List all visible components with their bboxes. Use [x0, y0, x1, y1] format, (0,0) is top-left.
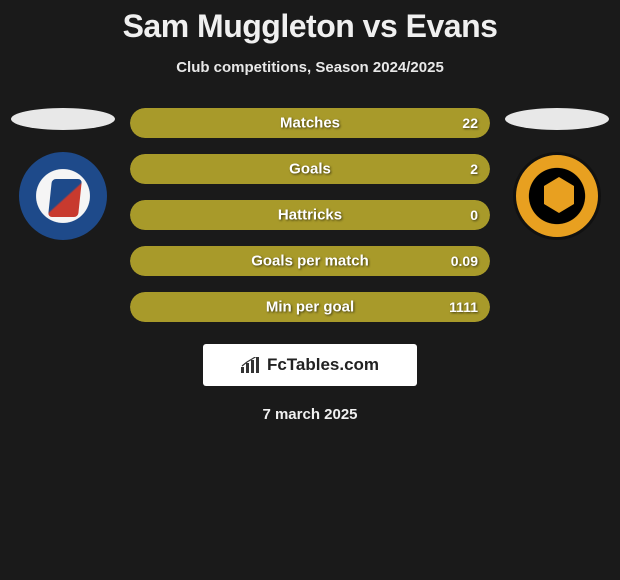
stat-bar: Matches 22	[130, 108, 490, 138]
bar-value-right: 1111	[449, 299, 478, 315]
logo-text: FcTables.com	[267, 355, 379, 375]
left-side	[8, 108, 118, 240]
main-layout: Matches 22 Goals 2 Hattricks 0 Goals per match…	[0, 108, 620, 322]
bar-label: Goals per match	[251, 253, 369, 270]
bar-value-right: 0	[470, 207, 478, 223]
left-halo	[11, 108, 115, 130]
bar-value-right: 2	[470, 161, 478, 177]
stat-bars: Matches 22 Goals 2 Hattricks 0 Goals per match…	[118, 108, 502, 322]
stat-bar: Hattricks 0	[130, 200, 490, 230]
chart-icon	[241, 357, 261, 373]
date-label: 7 march 2025	[0, 406, 620, 423]
bar-label: Min per goal	[266, 299, 354, 316]
bar-label: Matches	[280, 115, 340, 132]
page-title: Sam Muggleton vs Evans	[0, 0, 620, 45]
right-halo	[505, 108, 609, 130]
comparison-card: Sam Muggleton vs Evans Club competitions…	[0, 0, 620, 423]
source-logo: FcTables.com	[203, 344, 417, 386]
right-side	[502, 108, 612, 240]
subtitle: Club competitions, Season 2024/2025	[0, 59, 620, 76]
stat-bar: Goals 2	[130, 154, 490, 184]
stat-bar: Goals per match 0.09	[130, 246, 490, 276]
bar-label: Hattricks	[278, 207, 342, 224]
bar-value-right: 0.09	[451, 253, 478, 269]
bar-value-right: 22	[462, 115, 478, 131]
stat-bar: Min per goal 1111	[130, 292, 490, 322]
left-club-badge	[19, 152, 107, 240]
right-club-badge	[513, 152, 601, 240]
bar-label: Goals	[289, 161, 331, 178]
